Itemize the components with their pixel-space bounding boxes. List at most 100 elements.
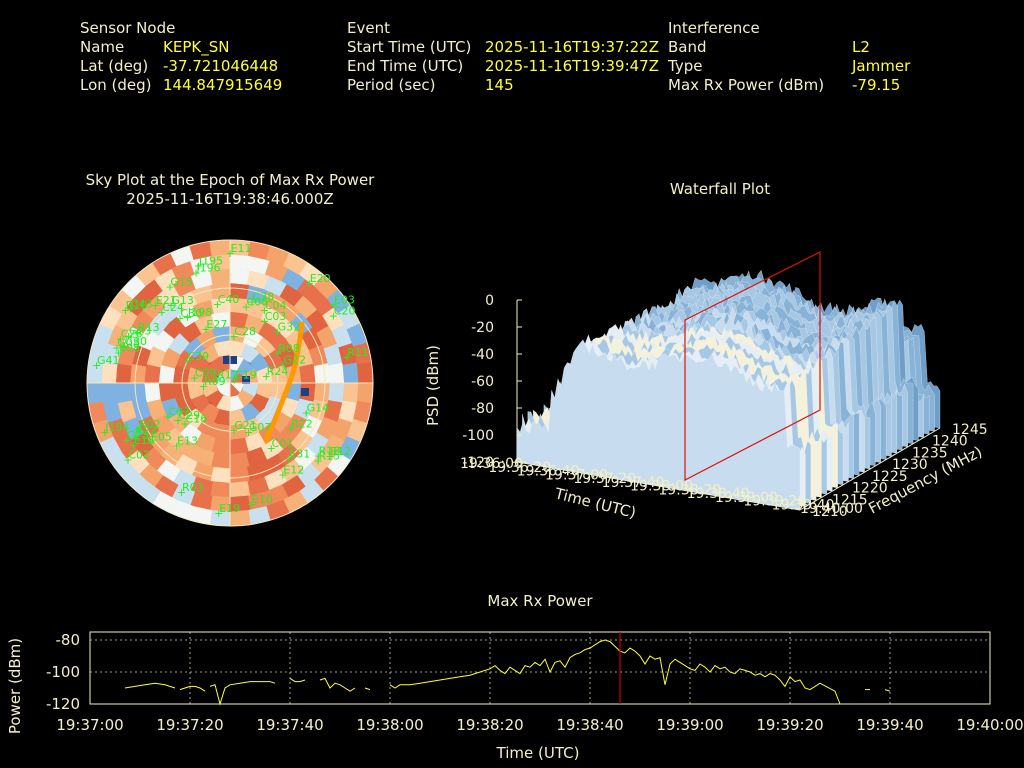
satellite-marker: + bbox=[213, 298, 222, 311]
sky-cell bbox=[115, 382, 132, 404]
sky-cell bbox=[342, 362, 360, 384]
satellite-label: C26 bbox=[121, 327, 143, 340]
satellite-marker: + bbox=[305, 277, 314, 290]
event-info: Event Start Time (UTC) 2025-11-16T19:37:2… bbox=[347, 19, 659, 95]
satellite-marker: + bbox=[284, 452, 293, 465]
satellite-c39: +C39 bbox=[182, 350, 209, 368]
satellite-marker: + bbox=[248, 295, 257, 308]
power-x-tick: 19:39:00 bbox=[656, 716, 723, 734]
satellite-r23: +R23 bbox=[130, 424, 157, 442]
skyplot-title: Sky Plot at the Epoch of Max Rx Power bbox=[85, 171, 375, 189]
wf-x-tick: 19:38:40 bbox=[687, 486, 750, 502]
satellite-label: C38 bbox=[253, 290, 275, 303]
wf-y-tick: 1235 bbox=[912, 445, 948, 461]
satellite-label: G21 bbox=[234, 419, 257, 432]
satellite-label: C39 bbox=[187, 350, 209, 363]
wf-x-tick: 19:37:40 bbox=[602, 475, 665, 491]
satellite-marker: + bbox=[122, 434, 131, 447]
satellite-label: G15 bbox=[170, 276, 193, 289]
satellite-marker: + bbox=[175, 312, 184, 325]
satellite-label: C16 bbox=[186, 412, 208, 425]
power-y-tick: -120 bbox=[46, 695, 80, 713]
wf-x-tick: 19:40:00 bbox=[800, 501, 863, 517]
satellite-marker: + bbox=[278, 358, 287, 371]
satellite-marker: + bbox=[262, 370, 271, 383]
satellite-c40: +C40 bbox=[213, 293, 240, 311]
sky-cell bbox=[357, 362, 373, 384]
skyplot-title-block: Sky Plot at the Epoch of Max Rx Power 20… bbox=[60, 171, 400, 209]
sky-strong-cell bbox=[301, 388, 309, 396]
satellite-g21: +G21 bbox=[229, 419, 257, 437]
power-title: Max Rx Power bbox=[487, 592, 593, 610]
satellite-c07: +C07 bbox=[163, 405, 190, 423]
satellite-marker: + bbox=[244, 426, 253, 439]
sky-strong-cell bbox=[242, 376, 250, 384]
satellite-c19: +C19 bbox=[230, 369, 257, 387]
sky-cell bbox=[229, 466, 250, 484]
sky-cell bbox=[229, 268, 251, 285]
satellite-g41: +G41 bbox=[92, 354, 120, 372]
satellite-label: C01 bbox=[272, 437, 294, 450]
power-series-segment bbox=[319, 677, 356, 692]
sensor-info: Sensor Node Name KEPK_SN Lat (deg) -37.721… bbox=[80, 19, 282, 95]
satellite-e13: +E13 bbox=[172, 435, 198, 453]
satellite-label: E27 bbox=[206, 318, 227, 331]
power-series-segment bbox=[289, 677, 306, 683]
satellite-label: E13 bbox=[177, 435, 198, 448]
satellite-marker: + bbox=[325, 450, 334, 463]
sky-cell bbox=[100, 382, 118, 404]
sky-cell bbox=[209, 240, 231, 256]
sky-cell bbox=[209, 481, 231, 498]
satellite-marker: + bbox=[134, 423, 143, 436]
sky-cell bbox=[342, 382, 360, 404]
interference-type-label: Type bbox=[668, 57, 703, 75]
wf-x-tick: 19:37:20 bbox=[573, 471, 636, 487]
wf-y-tick: 1230 bbox=[892, 457, 928, 473]
sky-cell bbox=[229, 437, 249, 455]
sensor-title: Sensor Node bbox=[80, 19, 176, 37]
event-period-value: 145 bbox=[485, 76, 514, 94]
satellite-label: E11 bbox=[231, 242, 252, 255]
satellite-marker: + bbox=[123, 453, 132, 466]
sensor-name-value: KEPK_SN bbox=[163, 38, 230, 56]
power-y-tick: -80 bbox=[56, 631, 81, 649]
satellite-label: G41 bbox=[97, 354, 120, 367]
satellite-label: C24 bbox=[162, 301, 184, 314]
satellite-marker: + bbox=[302, 406, 311, 419]
satellite-c38: +C38 bbox=[248, 290, 275, 308]
wf-x-tick: 19:37:00 bbox=[545, 467, 608, 483]
satellite-marker: + bbox=[342, 351, 351, 364]
satellite-label: C43 bbox=[131, 298, 153, 311]
satellite-e27: +E27 bbox=[201, 318, 227, 336]
satellite-marker: + bbox=[194, 259, 203, 272]
satellite-label: R13 bbox=[138, 321, 160, 334]
satellite-label: C04 bbox=[265, 299, 287, 312]
satellite-c24: +C24 bbox=[157, 301, 184, 319]
satellite-r08: +R08 bbox=[273, 342, 300, 360]
power-x-tick: 19:38:40 bbox=[556, 716, 623, 734]
satellite-marker: + bbox=[182, 355, 191, 368]
sky-cell bbox=[229, 481, 251, 498]
power-series-segment bbox=[124, 682, 176, 689]
sky-cell bbox=[328, 362, 345, 384]
interference-type-value: Jammer bbox=[852, 57, 911, 75]
sensor-name-label: Name bbox=[80, 38, 125, 56]
satellite-label: E12 bbox=[330, 445, 351, 458]
wf-x-tick: 19:39:00 bbox=[715, 490, 778, 506]
satellite-label: E12 bbox=[283, 464, 304, 477]
satellite-j194: +J194 bbox=[100, 421, 129, 439]
satellite-marker: + bbox=[177, 486, 186, 499]
satellite-label: C20 bbox=[334, 305, 356, 318]
sensor-lat-label: Lat (deg) bbox=[80, 57, 149, 75]
satellite-e19: +E19 bbox=[214, 502, 240, 520]
power-series-segment bbox=[884, 689, 891, 692]
sky-cell bbox=[313, 363, 331, 384]
satellite-r11: +R11 bbox=[342, 346, 369, 364]
sky-cell bbox=[357, 382, 373, 404]
satellite-c26: +C26 bbox=[116, 327, 143, 345]
satellite-e12b: +E12 bbox=[325, 445, 351, 463]
satellite-label: G07 bbox=[249, 421, 272, 434]
satellite-label: G30 bbox=[124, 335, 147, 348]
satellite-g08: +G08 bbox=[112, 337, 140, 355]
power-x-tick: 19:37:00 bbox=[56, 716, 123, 734]
